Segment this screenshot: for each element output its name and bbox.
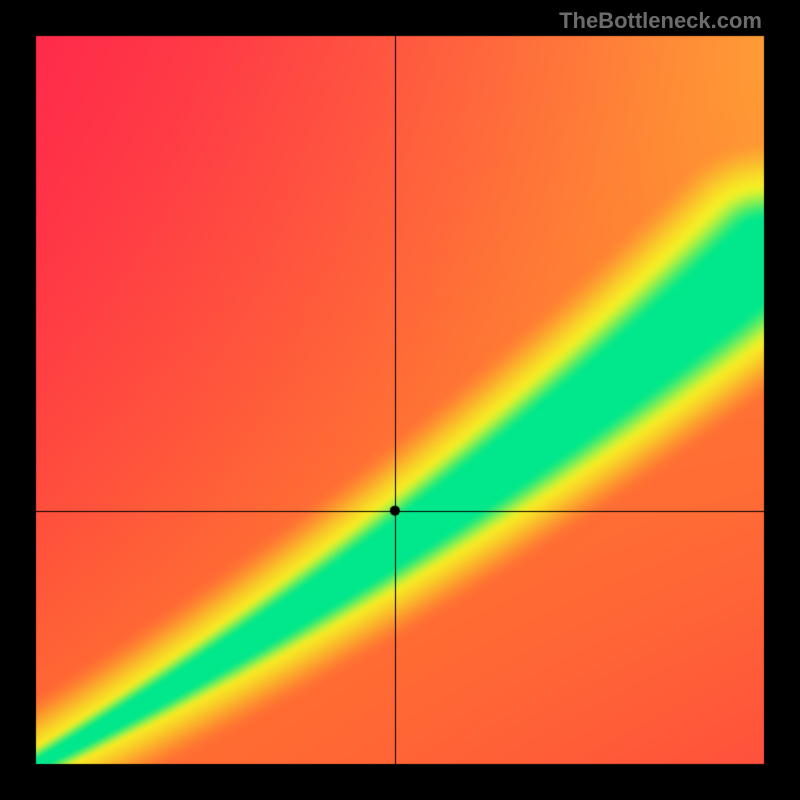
heatmap-canvas bbox=[0, 0, 800, 800]
chart-stage: TheBottleneck.com bbox=[0, 0, 800, 800]
